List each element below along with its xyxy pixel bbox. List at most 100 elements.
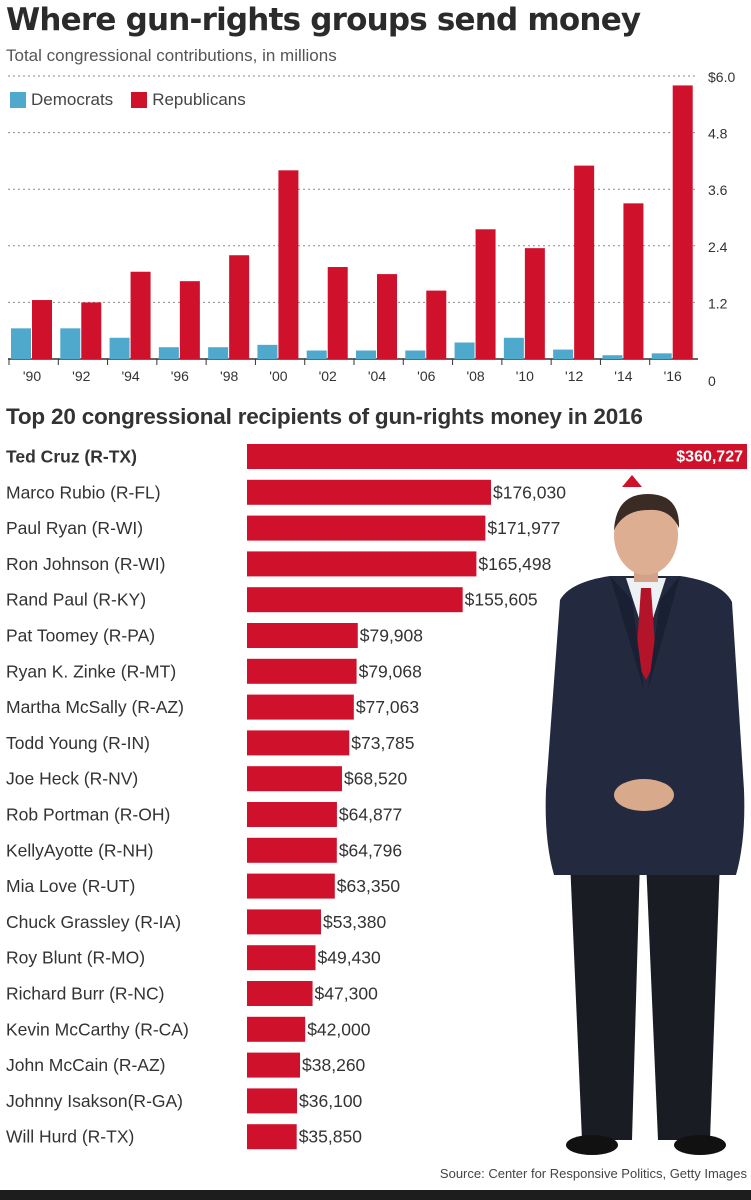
- recipient-name: Ron Johnson (R-WI): [6, 554, 166, 574]
- bar-republicans: [327, 267, 348, 359]
- x-tick-label: '94: [121, 368, 139, 384]
- recipient-value: $155,605: [465, 590, 538, 610]
- recipients-title: Top 20 congressional recipients of gun-r…: [6, 404, 643, 429]
- recipient-value: $35,850: [299, 1127, 363, 1147]
- recipient-bar: [247, 945, 316, 971]
- recipient-name: Johnny Isakson(R-GA): [6, 1091, 183, 1111]
- figure-head: [614, 494, 680, 582]
- recipient-value: $64,877: [339, 805, 402, 825]
- x-tick-label: '90: [23, 368, 41, 384]
- recipient-bar: [247, 551, 477, 577]
- recipient-value: $68,520: [344, 769, 408, 789]
- recipient-value: $165,498: [478, 554, 551, 574]
- bar-democrats: [60, 328, 81, 359]
- recipient-value: $63,350: [337, 876, 401, 896]
- recipient-value: $171,977: [487, 518, 560, 538]
- x-tick-label: '92: [72, 368, 90, 384]
- recipient-bar: [247, 658, 357, 684]
- x-tick-label: '10: [516, 368, 534, 384]
- bar-republicans: [81, 302, 102, 359]
- recipient-name: Pat Toomey (R-PA): [6, 626, 155, 646]
- recipient-bar: [247, 837, 337, 863]
- recipient-bar: [247, 479, 491, 505]
- bar-democrats: [503, 337, 524, 359]
- legend-swatch-republicans: [131, 92, 148, 108]
- recipient-name: Will Hurd (R-TX): [6, 1127, 134, 1147]
- bar-republicans: [623, 203, 644, 359]
- bar-republicans: [179, 281, 200, 359]
- bar-democrats: [651, 353, 672, 359]
- legend-item-republicans: Republicans: [131, 90, 246, 110]
- recipient-name: John McCain (R-AZ): [6, 1055, 165, 1075]
- recipient-bar: [247, 623, 358, 648]
- recipient-name: KellyAyotte (R-NH): [6, 840, 154, 860]
- bar-democrats: [11, 328, 31, 359]
- recipient-name: Ryan K. Zinke (R-MT): [6, 661, 176, 681]
- recipient-value: $79,908: [360, 626, 423, 646]
- recipient-value: $73,785: [351, 733, 414, 753]
- figure-legs: [566, 860, 726, 1155]
- x-tick-label: '98: [220, 368, 238, 384]
- figure-hands: [614, 779, 674, 811]
- recipient-value: $64,796: [339, 840, 402, 860]
- legend: Democrats Republicans: [10, 90, 246, 110]
- recipient-value: $36,100: [299, 1091, 363, 1111]
- recipients-bar-chart: Ted Cruz (R-TX) $360,727 Marco Rubio (R-FL…: [6, 444, 747, 1150]
- recipient-bar: [247, 766, 342, 792]
- recipient-bar: [247, 1124, 297, 1150]
- recipient-bar: [247, 515, 486, 541]
- recipient-bar: [247, 873, 335, 899]
- recipient-name: Kevin McCarthy (R-CA): [6, 1019, 189, 1039]
- legend-item-democrats: Democrats: [10, 90, 113, 110]
- bar-republicans: [229, 255, 250, 359]
- recipient-bar: [247, 981, 313, 1006]
- legend-swatch-democrats: [10, 92, 26, 108]
- x-tick-label: '06: [417, 368, 435, 384]
- recipient-value: $77,063: [356, 697, 419, 717]
- recipient-bar: [247, 444, 747, 469]
- bar-democrats: [405, 350, 426, 359]
- recipient-bar: [247, 1052, 301, 1078]
- recipient-name: Roy Blunt (R-MO): [6, 948, 145, 968]
- recipient-name: Paul Ryan (R-WI): [6, 518, 143, 538]
- bar-republicans: [426, 290, 447, 359]
- recipient-name: Marco Rubio (R-FL): [6, 482, 161, 502]
- bar-republicans: [32, 300, 52, 359]
- bar-democrats: [257, 344, 278, 359]
- bar-democrats: [602, 355, 623, 359]
- x-tick-label: '96: [171, 368, 189, 384]
- source-note: Source: Center for Responsive Politics, …: [439, 1166, 747, 1181]
- bar-republicans: [475, 229, 496, 359]
- x-tick-label: '04: [368, 368, 386, 384]
- bar-republicans: [377, 274, 397, 359]
- recipient-bar: [247, 587, 463, 613]
- legend-label-republicans: Republicans: [152, 90, 246, 109]
- recipient-name: Martha McSally (R-AZ): [6, 697, 184, 717]
- recipient-bar: [247, 909, 321, 935]
- y-tick-label: $6.0: [708, 69, 735, 85]
- recipient-name: Chuck Grassley (R-IA): [6, 912, 181, 932]
- x-tick-label: '00: [269, 368, 287, 384]
- contributions-bar-chart: 0 1.2 2.4 3.6 4.8 $6.0 '90 '92 '94 '96 '98 '00 '02 '0…: [8, 69, 735, 389]
- bottom-divider: [0, 1190, 751, 1200]
- recipient-name: Ted Cruz (R-TX): [6, 447, 137, 467]
- bar-republicans: [524, 248, 545, 359]
- y-tick-label: 4.8: [708, 126, 728, 142]
- bar-republicans: [574, 165, 595, 359]
- bar-republicans: [130, 271, 151, 359]
- recipient-bar: [247, 730, 350, 756]
- recipient-value: $360,727: [676, 449, 743, 466]
- recipient-name: Joe Heck (R-NV): [6, 769, 138, 789]
- recipient-bar: [247, 1088, 298, 1114]
- x-tick-label: '02: [319, 368, 337, 384]
- legend-label-democrats: Democrats: [31, 90, 114, 109]
- bar-democrats: [306, 350, 327, 359]
- bar-democrats: [109, 337, 130, 359]
- bar-republicans: [278, 170, 299, 359]
- y-tick-label: 2.4: [708, 239, 728, 255]
- y-tick-label: 3.6: [708, 182, 728, 198]
- recipient-value: $42,000: [307, 1019, 371, 1039]
- recipient-value: $47,300: [315, 984, 379, 1004]
- recipient-name: Rob Portman (R-OH): [6, 805, 170, 825]
- bar-democrats: [208, 347, 229, 359]
